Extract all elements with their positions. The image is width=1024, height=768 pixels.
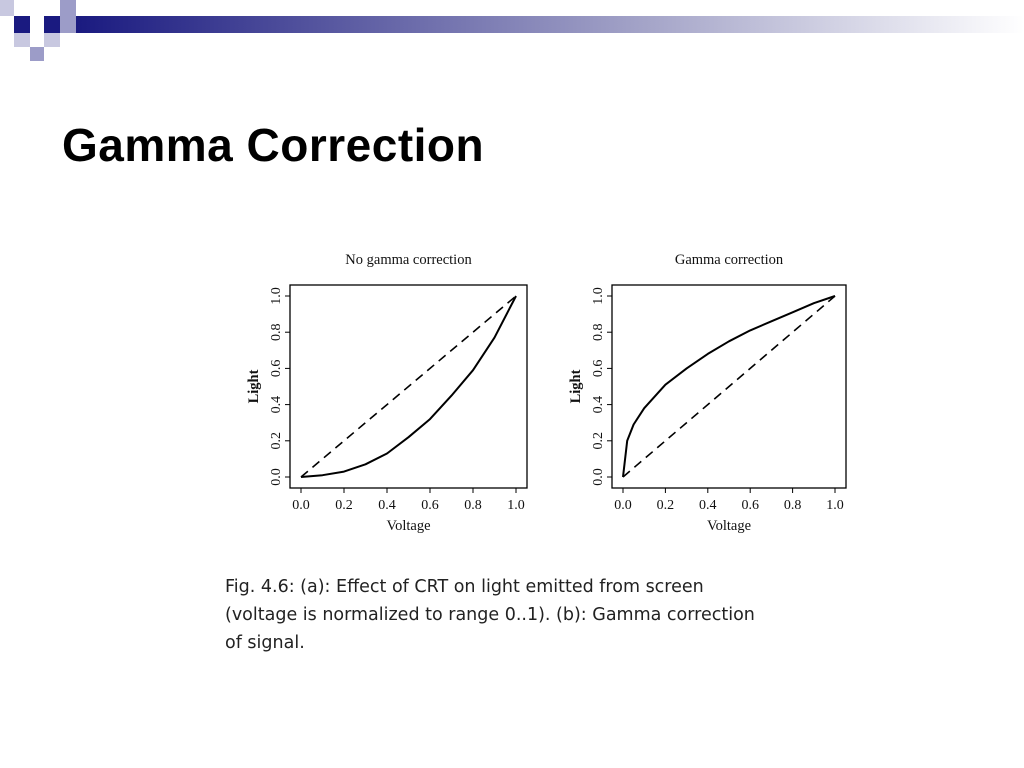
header-decoration [0, 0, 1024, 61]
chart-title: Gamma correction [675, 252, 784, 268]
x-tick-label: 0.4 [378, 498, 396, 513]
y-axis-label: Light [246, 369, 262, 403]
header-square [60, 16, 76, 33]
y-tick-label: 1.0 [269, 287, 284, 305]
x-tick-label: 0.0 [614, 498, 632, 513]
header-square [30, 47, 44, 61]
header-square [30, 16, 44, 33]
x-tick-label: 0.6 [421, 498, 439, 513]
chart-panel-1: No gamma correction 0.0 0.2 0.4 0.6 0.8 1.0 0.0… [246, 252, 528, 534]
y-tick-label: 0.6 [591, 360, 606, 378]
x-tick-label: 1.0 [826, 498, 844, 513]
figure-caption: Fig. 4.6: (a): Effect of CRT on light em… [225, 573, 845, 657]
plot-frame [611, 284, 847, 489]
response-curve [622, 295, 836, 478]
y-tick-label: 0.8 [591, 323, 606, 341]
y-tick-label: 0.4 [591, 396, 606, 414]
y-tick-label: 0.0 [269, 468, 284, 486]
x-tick-label: 0.8 [464, 498, 482, 513]
chart-title: No gamma correction [345, 252, 472, 268]
x-axis-label: Voltage [386, 518, 430, 534]
x-tick-label: 0.0 [292, 498, 310, 513]
y-tick-label: 1.0 [591, 287, 606, 305]
x-tick-label: 0.6 [741, 498, 759, 513]
reference-line [622, 295, 836, 478]
x-tick-label: 0.2 [335, 498, 353, 513]
x-tick-label: 0.8 [784, 498, 802, 513]
y-tick-label: 0.0 [591, 468, 606, 486]
x-tick-label: 0.2 [657, 498, 675, 513]
header-square [14, 33, 30, 47]
y-tick-label: 0.2 [591, 432, 606, 450]
response-curve [300, 295, 517, 478]
x-tick-label: 0.4 [699, 498, 717, 513]
y-tick-label: 0.4 [269, 396, 284, 414]
y-tick-label: 0.2 [269, 432, 284, 450]
header-square [44, 33, 60, 47]
header-square [60, 0, 76, 16]
x-axis-label: Voltage [707, 518, 751, 534]
header-square [44, 16, 60, 33]
x-tick-label: 1.0 [507, 498, 525, 513]
header-square [0, 0, 14, 16]
reference-line [300, 295, 517, 478]
plot-frame [289, 284, 528, 489]
chart-panel-2: Gamma correction 0.0 0.2 0.4 0.6 0.8 1.0 0.0 0.2… [568, 252, 847, 534]
caption-line: Fig. 4.6: (a): Effect of CRT on light em… [225, 577, 704, 597]
y-tick-label: 0.8 [269, 323, 284, 341]
header-square [14, 16, 30, 33]
caption-line: of signal. [225, 633, 305, 653]
y-tick-label: 0.6 [269, 360, 284, 378]
y-axis-label: Light [568, 369, 584, 403]
caption-line: (voltage is normalized to range 0..1). (… [225, 605, 755, 625]
header-gradient-band [76, 16, 1024, 33]
slide-title: Gamma Correction [62, 119, 485, 171]
